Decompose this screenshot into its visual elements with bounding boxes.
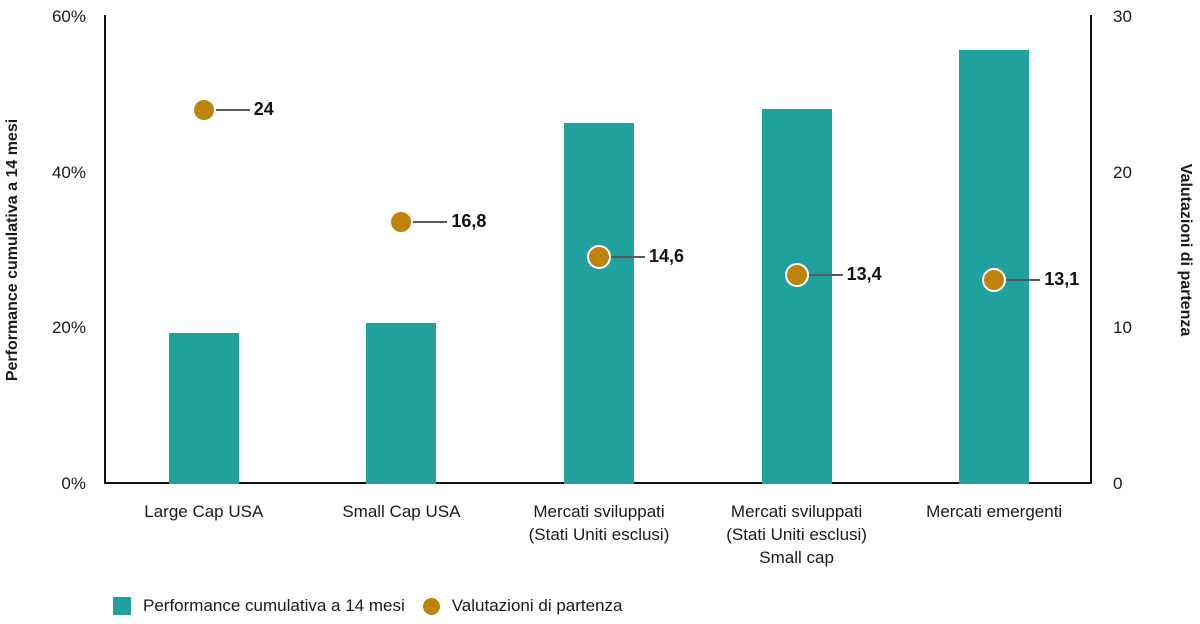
scatter-dot: [784, 263, 809, 288]
legend-item-performance: Performance cumulativa a 14 mesi: [113, 596, 405, 616]
bar: [564, 122, 634, 484]
legend-item-valutazioni: Valutazioni di partenza: [422, 596, 623, 616]
scatter-value-label: 14,6: [649, 245, 685, 266]
left-axis-title: Performance cumulativa a 14 mesi: [4, 118, 21, 382]
category-label: Mercati emergenti: [926, 502, 1063, 521]
bar: [366, 322, 437, 484]
connector-line: [608, 255, 645, 258]
bar: [168, 333, 239, 484]
scatter-dot: [982, 268, 1007, 293]
category-label: Mercati sviluppati (Stati Uniti esclusi) S…: [726, 502, 867, 567]
connector-line: [805, 274, 843, 277]
left-axis-tick-label: 40%: [51, 162, 86, 182]
connector-line: [1003, 279, 1041, 282]
scatter-series-swatch-icon: [422, 597, 440, 615]
legend-label-performance: Performance cumulativa a 14 mesi: [143, 596, 405, 615]
right-axis-title: Valutazioni di partenza: [1177, 163, 1194, 337]
connector-line: [410, 221, 448, 224]
right-axis-tick-label: 20: [1113, 162, 1132, 182]
scatter-value-label: 24: [253, 99, 274, 120]
scatter-value-label: 13,1: [1044, 269, 1080, 290]
legend-label-valutazioni: Valutazioni di partenza: [451, 596, 623, 615]
bar: [761, 108, 832, 484]
bar: [959, 50, 1030, 484]
category-label: Large Cap USA: [144, 502, 264, 521]
right-axis-tick-label: 0: [1113, 474, 1123, 493]
scatter-value-label: 16,8: [451, 211, 487, 232]
scatter-value-label: 13,4: [846, 264, 882, 285]
category-label: Mercati sviluppati (Stati Uniti esclusi): [528, 502, 670, 544]
right-axis-tick-label: 30: [1113, 7, 1132, 26]
legend: Performance cumulativa a 14 mesi Valutaz…: [113, 596, 622, 616]
left-axis-tick-label: 0%: [61, 474, 86, 493]
connector-line: [212, 109, 250, 112]
bar-series-swatch-icon: [113, 597, 131, 615]
right-axis-tick-label: 10: [1113, 318, 1132, 338]
scatter-dot: [191, 98, 216, 123]
scatter-dot: [389, 210, 414, 235]
left-axis-tick-label: 20%: [51, 318, 86, 338]
category-label: Small Cap USA: [342, 502, 461, 521]
scatter-dot: [587, 244, 611, 269]
left-axis-tick-label: 60%: [51, 7, 86, 26]
